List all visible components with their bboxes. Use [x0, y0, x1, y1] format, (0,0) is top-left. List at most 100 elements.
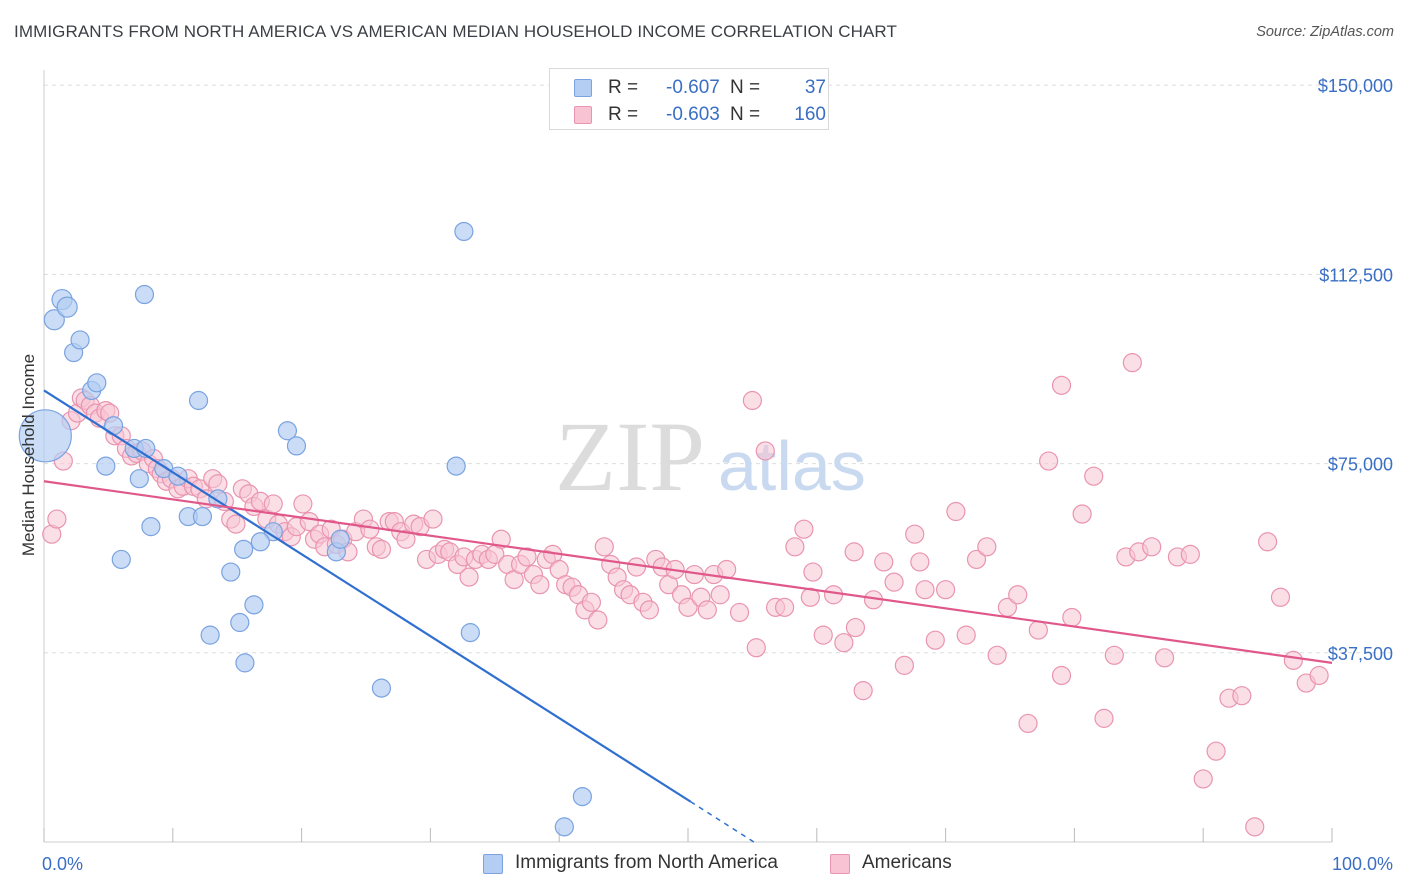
americans-point: [925, 630, 945, 650]
immigrants-point: [371, 678, 392, 698]
americans-point: [1270, 587, 1291, 607]
legend-label: Americans: [862, 852, 952, 873]
immigrants-point: [286, 436, 307, 456]
americans-point: [905, 524, 925, 544]
source-label: Source: ZipAtlas.com: [1256, 24, 1394, 40]
americans-point: [371, 539, 392, 559]
americans-point: [396, 529, 416, 549]
americans-point: [845, 617, 866, 638]
x-tick-label: 0.0%: [42, 854, 83, 874]
legend-swatch-pink: [574, 106, 592, 124]
immigrants-point: [18, 409, 72, 463]
r-label: R =: [608, 104, 639, 125]
americans-point: [834, 633, 854, 653]
tick-labels: $37,500 $75,000 $112,500 $150,000 0.0% 100.0%: [42, 76, 1393, 874]
americans-point: [956, 625, 976, 645]
americans-point: [987, 645, 1007, 665]
americans-trend-line: [43, 480, 1333, 664]
americans-point: [293, 494, 313, 514]
americans-point: [678, 597, 698, 617]
americans-point: [517, 547, 537, 567]
americans-point: [977, 537, 997, 557]
americans-point: [742, 390, 763, 411]
americans-point: [423, 509, 443, 529]
americans-point: [946, 501, 966, 522]
americans-point: [935, 580, 956, 600]
immigrants-point: [244, 595, 264, 615]
americans-point: [1180, 544, 1200, 564]
legend-label: Immigrants from North America: [515, 852, 778, 873]
americans-point: [626, 557, 647, 577]
americans-point: [581, 592, 602, 612]
americans-point: [1084, 466, 1104, 486]
immigrants-point: [87, 373, 107, 393]
immigrants-point: [111, 549, 131, 570]
x-tick-label: 100.0%: [1332, 854, 1393, 874]
americans-point: [459, 567, 479, 587]
americans-point: [794, 519, 814, 539]
r-label: R =: [608, 77, 639, 98]
americans-point: [915, 580, 935, 600]
americans-point: [1094, 708, 1114, 728]
legend-swatch-pink: [830, 854, 850, 874]
immigrants-point: [43, 309, 65, 331]
immigrants-point: [221, 562, 241, 582]
immigrants-point: [192, 506, 213, 527]
americans-point: [1232, 686, 1252, 706]
americans-point: [491, 529, 511, 549]
immigrants-point: [141, 517, 161, 537]
americans-point: [910, 552, 930, 572]
immigrants-trend-line: [43, 389, 692, 803]
r-value: -0.607: [666, 77, 720, 98]
y-axis-label: Median Household Income: [19, 354, 38, 556]
y-tick-label: $112,500: [1319, 265, 1393, 285]
americans-point: [1309, 665, 1329, 686]
immigrants-point: [96, 456, 116, 476]
americans-point: [853, 681, 873, 701]
americans-point: [697, 600, 717, 620]
immigrants-point: [460, 623, 480, 643]
y-tick-label: $37,500: [1328, 644, 1393, 664]
americans-point: [813, 625, 833, 645]
americans-point: [1257, 532, 1278, 552]
americans-point: [1039, 451, 1059, 471]
legend-swatch-blue: [574, 79, 592, 97]
immigrants-point: [250, 532, 270, 552]
americans-point: [874, 552, 894, 572]
immigrants-point: [330, 529, 350, 549]
immigrants-point: [234, 539, 254, 559]
americans-point: [774, 597, 795, 617]
americans-point: [1072, 504, 1092, 524]
immigrants-point: [277, 421, 298, 441]
americans-point: [226, 514, 246, 534]
immigrants-point: [129, 469, 149, 489]
n-label: N =: [730, 77, 761, 98]
y-tick-label: $150,000: [1318, 76, 1393, 96]
immigrants-point: [70, 330, 90, 350]
americans-point: [729, 602, 750, 623]
americans-point: [884, 572, 904, 592]
zipatlas-watermark: ZIP atlas: [555, 401, 866, 512]
immigrants-point: [56, 296, 78, 318]
americans-point: [263, 494, 283, 514]
immigrants-point: [235, 653, 255, 673]
n-value: 37: [804, 77, 826, 98]
americans-point: [1206, 741, 1226, 761]
americans-point: [1051, 665, 1072, 686]
americans-point: [1193, 769, 1213, 789]
americans-point: [803, 562, 823, 582]
watermark-zip: ZIP: [555, 401, 705, 512]
americans-point: [746, 638, 766, 658]
immigrants-point: [454, 221, 474, 242]
americans-point: [1028, 620, 1048, 640]
immigrants-point: [572, 786, 592, 807]
americans-point: [755, 441, 775, 461]
immigrants-point: [446, 456, 466, 476]
correlation-legend: R = -0.607 N = 37 R = -0.603 N = 160: [549, 68, 829, 130]
americans-point: [1104, 645, 1124, 665]
americans-point: [1283, 650, 1303, 670]
n-label: N =: [730, 104, 761, 125]
americans-point: [530, 575, 550, 595]
immigrants-point: [554, 817, 574, 837]
